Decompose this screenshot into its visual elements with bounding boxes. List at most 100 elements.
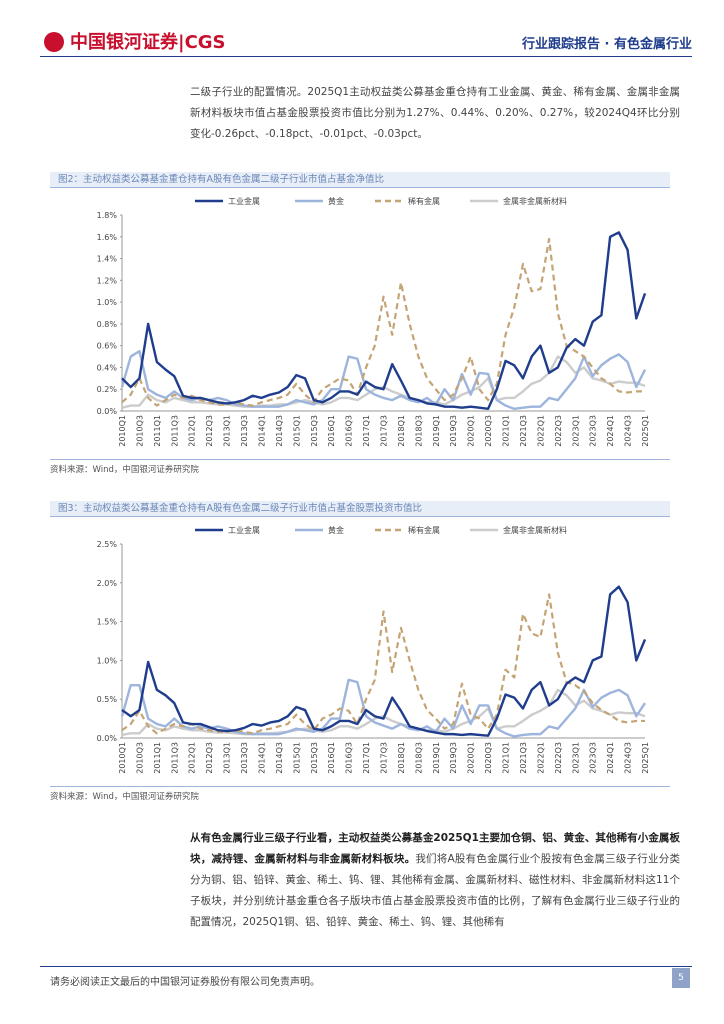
- x-tick-label: 2021Q1: [502, 415, 511, 447]
- legend-label: 金属非金属新材料: [503, 525, 567, 535]
- y-tick-label: 0.2%: [97, 385, 118, 394]
- x-tick-label: 2022Q3: [554, 415, 563, 447]
- x-tick-label: 2013Q1: [223, 742, 232, 774]
- x-tick-label: 2024Q1: [606, 742, 615, 774]
- x-tick-label: 2014Q3: [275, 742, 284, 774]
- x-tick-label: 2024Q3: [624, 742, 633, 774]
- x-tick-label: 2019Q3: [449, 415, 458, 447]
- legend-label: 金属非金属新材料: [503, 196, 567, 206]
- y-tick-label: 0.5%: [97, 695, 118, 704]
- x-tick-label: 2015Q3: [310, 415, 319, 447]
- x-tick-label: 2015Q1: [292, 742, 301, 774]
- legend-label: 工业金属: [228, 196, 260, 206]
- figure-source: 资料来源：Wind，中国银河证券研究院: [50, 459, 670, 475]
- x-tick-label: 2025Q1: [641, 742, 650, 774]
- figure-source: 资料来源：Wind，中国银河证券研究院: [50, 786, 670, 802]
- brand: 中国银河证券|CGS: [44, 28, 226, 54]
- figure-title: 图2：主动权益类公募基金重仓持有A股有色金属二级子行业市值占基金净值比: [50, 172, 670, 188]
- x-tick-label: 2021Q1: [502, 742, 511, 774]
- x-tick-label: 2014Q1: [257, 415, 266, 447]
- x-tick-label: 2013Q3: [240, 415, 249, 447]
- x-tick-label: 2011Q3: [170, 742, 179, 774]
- y-tick-label: 2.0%: [97, 579, 118, 588]
- x-tick-label: 2011Q1: [153, 415, 162, 447]
- x-tick-label: 2012Q3: [205, 742, 214, 774]
- header-rule: [40, 56, 692, 57]
- x-tick-label: 2018Q3: [414, 415, 423, 447]
- x-tick-label: 2010Q3: [135, 742, 144, 774]
- chart: 工业金属 黄金 稀有金属 金属非金属新材料 0.0% 0.2% 0.4% 0.6% 0.8% 1.…: [97, 196, 650, 447]
- x-tick-label: 2011Q3: [170, 415, 179, 447]
- legend-label: 稀有金属: [408, 525, 440, 535]
- y-tick-label: 0.4%: [97, 363, 118, 372]
- x-tick-label: 2022Q3: [554, 742, 563, 774]
- x-tick-label: 2017Q3: [380, 742, 389, 774]
- legend-label: 黄金: [328, 196, 344, 206]
- y-tick-label: 1.5%: [97, 618, 118, 627]
- x-tick-label: 2024Q1: [606, 415, 615, 447]
- y-tick-label: 1.8%: [97, 211, 118, 220]
- series-line: [121, 231, 647, 411]
- x-tick-label: 2018Q3: [414, 742, 423, 774]
- x-tick-label: 2013Q1: [223, 415, 232, 447]
- x-tick-label: 2019Q1: [432, 415, 441, 447]
- x-tick-label: 2023Q3: [589, 742, 598, 774]
- y-tick-label: 0.8%: [97, 320, 118, 329]
- x-tick-label: 2020Q3: [484, 415, 493, 447]
- x-tick-label: 2021Q3: [519, 742, 528, 774]
- disclaimer: 请务必阅读正文最后的中国银河证券股份有限公司免责声明。: [50, 977, 320, 988]
- x-tick-label: 2017Q1: [362, 742, 371, 774]
- x-tick-label: 2017Q3: [380, 415, 389, 447]
- y-tick-label: 0.0%: [97, 407, 118, 416]
- x-tick-label: 2021Q3: [519, 415, 528, 447]
- body-paragraph: 从有色金属行业三级子行业看，主动权益类公募基金2025Q1主要加仓铜、铝、黄金、…: [190, 828, 680, 933]
- x-tick-label: 2016Q3: [345, 415, 354, 447]
- page-number: 5: [672, 968, 690, 988]
- y-tick-label: 0.6%: [97, 342, 118, 351]
- x-tick-label: 2012Q1: [188, 415, 197, 447]
- x-tick-label: 2020Q3: [484, 742, 493, 774]
- series-line: [121, 585, 647, 737]
- x-tick-label: 2022Q1: [536, 415, 545, 447]
- x-tick-label: 2016Q1: [327, 415, 336, 447]
- x-tick-label: 2010Q1: [118, 415, 127, 447]
- x-tick-label: 2011Q1: [153, 742, 162, 774]
- report-type: 行业跟踪报告 · 有色金属行业: [522, 37, 692, 52]
- x-tick-label: 2016Q3: [345, 742, 354, 774]
- y-tick-label: 1.0%: [97, 298, 118, 307]
- intro-paragraph: 二级子行业的配置情况。2025Q1主动权益类公募基金重仓持有工业金属、黄金、稀有…: [190, 86, 680, 140]
- y-tick-label: 1.0%: [97, 656, 118, 665]
- x-tick-label: 2019Q1: [432, 742, 441, 774]
- x-tick-label: 2019Q3: [449, 742, 458, 774]
- y-tick-label: 1.4%: [97, 255, 118, 264]
- x-tick-label: 2010Q3: [135, 415, 144, 447]
- x-tick-label: 2014Q1: [257, 742, 266, 774]
- chart: 工业金属 黄金 稀有金属 金属非金属新材料 0.0% 0.5% 1.0% 1.5% 2.0% 2.…: [97, 525, 650, 774]
- x-tick-label: 2014Q3: [275, 415, 284, 447]
- y-tick-label: 1.2%: [97, 276, 118, 285]
- legend-label: 工业金属: [228, 525, 260, 535]
- x-tick-label: 2015Q1: [292, 415, 301, 447]
- x-tick-label: 2012Q1: [188, 742, 197, 774]
- x-tick-label: 2023Q1: [571, 415, 580, 447]
- figure-title: 图3：主动权益类公募基金重仓持有A股有色金属二级子行业市值占基金股票投资市值比: [50, 501, 670, 517]
- x-tick-label: 2016Q1: [327, 742, 336, 774]
- x-tick-label: 2013Q3: [240, 742, 249, 774]
- x-tick-label: 2023Q3: [589, 415, 598, 447]
- y-tick-label: 0.0%: [97, 734, 118, 743]
- x-tick-label: 2012Q3: [205, 415, 214, 447]
- x-tick-label: 2022Q1: [536, 742, 545, 774]
- logo: [44, 32, 64, 52]
- brand-text: 中国银河证券|CGS: [70, 32, 226, 53]
- x-tick-label: 2010Q1: [118, 742, 127, 774]
- x-tick-label: 2018Q1: [397, 742, 406, 774]
- x-tick-label: 2025Q1: [641, 415, 650, 447]
- y-tick-label: 1.6%: [97, 233, 118, 242]
- legend-label: 黄金: [328, 525, 344, 535]
- x-tick-label: 2018Q1: [397, 415, 406, 447]
- footer-rule: [40, 966, 692, 967]
- x-tick-label: 2024Q3: [624, 415, 633, 447]
- series-line: [121, 237, 645, 407]
- x-tick-label: 2020Q1: [467, 742, 476, 774]
